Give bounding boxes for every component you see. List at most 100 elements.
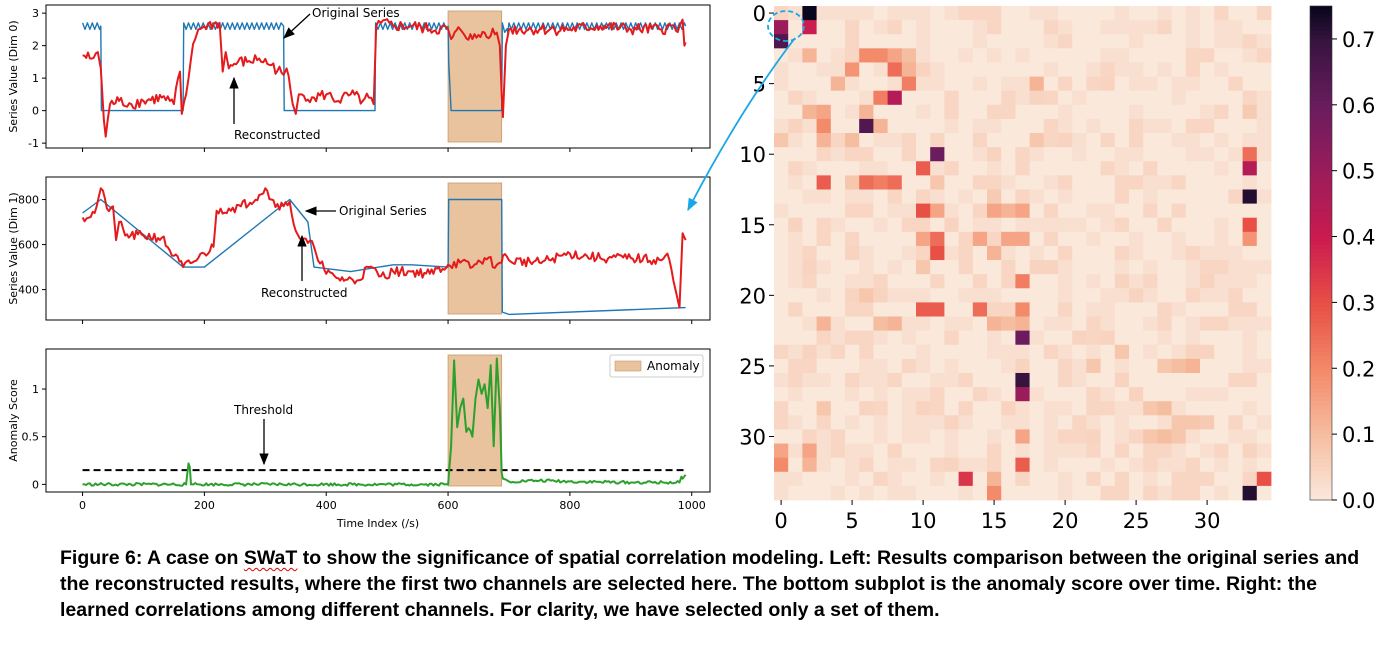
heatmap-cell xyxy=(1114,302,1130,317)
heatmap-cell xyxy=(1043,118,1059,134)
heatmap-cell xyxy=(1114,274,1130,289)
heatmap-cell xyxy=(1043,485,1059,501)
heatmap-cell xyxy=(774,104,789,120)
heatmap-cell xyxy=(1029,387,1045,402)
heatmap-cell xyxy=(1256,231,1272,247)
heatmap-cell xyxy=(1058,48,1073,63)
heatmap-cell xyxy=(830,62,846,77)
heatmap-cell xyxy=(830,147,846,162)
heatmap-cell xyxy=(930,90,945,106)
heatmap-cell xyxy=(830,217,846,233)
heatmap-cell xyxy=(1001,288,1016,303)
heatmap-cell xyxy=(1185,344,1201,360)
heatmap-cell xyxy=(816,302,832,317)
heatmap-cell xyxy=(1001,175,1016,190)
heatmap-cell xyxy=(930,344,945,360)
colorbar-segment xyxy=(1310,51,1332,56)
heatmap-cell xyxy=(1043,104,1059,120)
heatmap-cell xyxy=(1214,147,1229,162)
heatmap-cell xyxy=(830,76,846,92)
heatmap-cell xyxy=(859,147,874,162)
heatmap-cell xyxy=(887,274,903,289)
heatmap-cell xyxy=(1200,260,1215,275)
colorbar-segment xyxy=(1310,47,1332,52)
heatmap-cell xyxy=(958,471,974,487)
heatmap-cell xyxy=(873,231,888,247)
heatmap-cell xyxy=(845,429,860,444)
heatmap-cell xyxy=(1157,443,1172,459)
colorbar-segment xyxy=(1310,158,1332,164)
heatmap-cell xyxy=(1086,245,1101,261)
heatmap-cell xyxy=(1214,443,1229,459)
heatmap-cell xyxy=(1185,62,1201,77)
heatmap-cell xyxy=(802,260,817,275)
heatmap-cell xyxy=(802,189,817,204)
heatmap-cell xyxy=(1029,457,1045,473)
heatmap-cell xyxy=(1171,316,1187,332)
colorbar-segment xyxy=(1310,302,1332,308)
heatmap-cell xyxy=(1129,133,1144,148)
heatmap-cell xyxy=(958,189,974,204)
xtick-label: 15 xyxy=(981,509,1008,533)
heatmap-cell xyxy=(944,245,959,261)
heatmap-cell xyxy=(1043,48,1059,63)
heatmap-cell xyxy=(1086,260,1101,275)
heatmap-cell xyxy=(1200,217,1215,233)
colorbar-segment xyxy=(1310,63,1332,69)
heatmap-cell xyxy=(1129,118,1144,134)
heatmap-cell xyxy=(859,161,874,176)
heatmap-cell xyxy=(1043,344,1059,360)
colorbar-segment xyxy=(1310,6,1332,11)
heatmap-cell xyxy=(1157,118,1172,134)
heatmap-cell xyxy=(802,62,817,77)
heatmap-cell xyxy=(845,62,860,77)
heatmap-cell xyxy=(1043,34,1059,49)
xtick-label: 0 xyxy=(79,499,86,512)
heatmap-cell xyxy=(944,20,959,35)
heatmap-cell xyxy=(1171,344,1187,360)
heatmap-cell xyxy=(816,245,832,261)
heatmap-cell xyxy=(802,401,817,416)
heatmap-cell xyxy=(859,387,874,402)
heatmap-cell xyxy=(859,358,874,374)
heatmap-cell xyxy=(1200,76,1215,92)
heatmap-cell xyxy=(1015,231,1030,247)
heatmap-cell xyxy=(802,217,817,233)
xtick-label: 200 xyxy=(194,499,215,512)
heatmap-cell xyxy=(1001,48,1016,63)
annotation-reconstructed: Reconstructed xyxy=(234,128,321,142)
heatmap-cell xyxy=(1157,401,1172,416)
heatmap-cell xyxy=(1143,189,1158,204)
heatmap-cell xyxy=(1100,372,1116,388)
colorbar-segment xyxy=(1310,392,1332,398)
ytick-label: 30 xyxy=(739,425,766,449)
heatmap-cell xyxy=(845,485,860,501)
heatmap-cell xyxy=(1015,288,1030,303)
heatmap-cell xyxy=(987,90,1002,106)
heatmap-cell xyxy=(1228,274,1243,289)
heatmap-cell xyxy=(1100,231,1116,247)
heatmap-cell xyxy=(1185,485,1201,501)
heatmap-cell xyxy=(1214,316,1229,332)
heatmap-cell xyxy=(788,231,803,247)
colorbar-segment xyxy=(1310,207,1332,213)
heatmap-cell xyxy=(1072,104,1087,120)
heatmap-cell xyxy=(916,457,931,473)
heatmap-cell xyxy=(1214,6,1229,21)
heatmap-cell xyxy=(958,485,974,501)
heatmap-cell xyxy=(1100,245,1116,261)
heatmap-cell xyxy=(930,76,945,92)
heatmap-cell xyxy=(1029,175,1045,190)
heatmap-cell xyxy=(859,471,874,487)
heatmap-cell xyxy=(1001,245,1016,261)
colorbar-segment xyxy=(1310,183,1332,188)
colorbar-segment xyxy=(1310,388,1332,394)
heatmap-cell xyxy=(1171,20,1187,35)
heatmap-cell xyxy=(1200,415,1215,430)
colorbar-segment xyxy=(1310,43,1332,48)
heatmap-cell xyxy=(1185,401,1201,416)
heatmap-cell xyxy=(944,415,959,430)
heatmap-cell xyxy=(788,401,803,416)
heatmap-cell xyxy=(1058,6,1073,21)
heatmap-cell xyxy=(1228,485,1243,501)
